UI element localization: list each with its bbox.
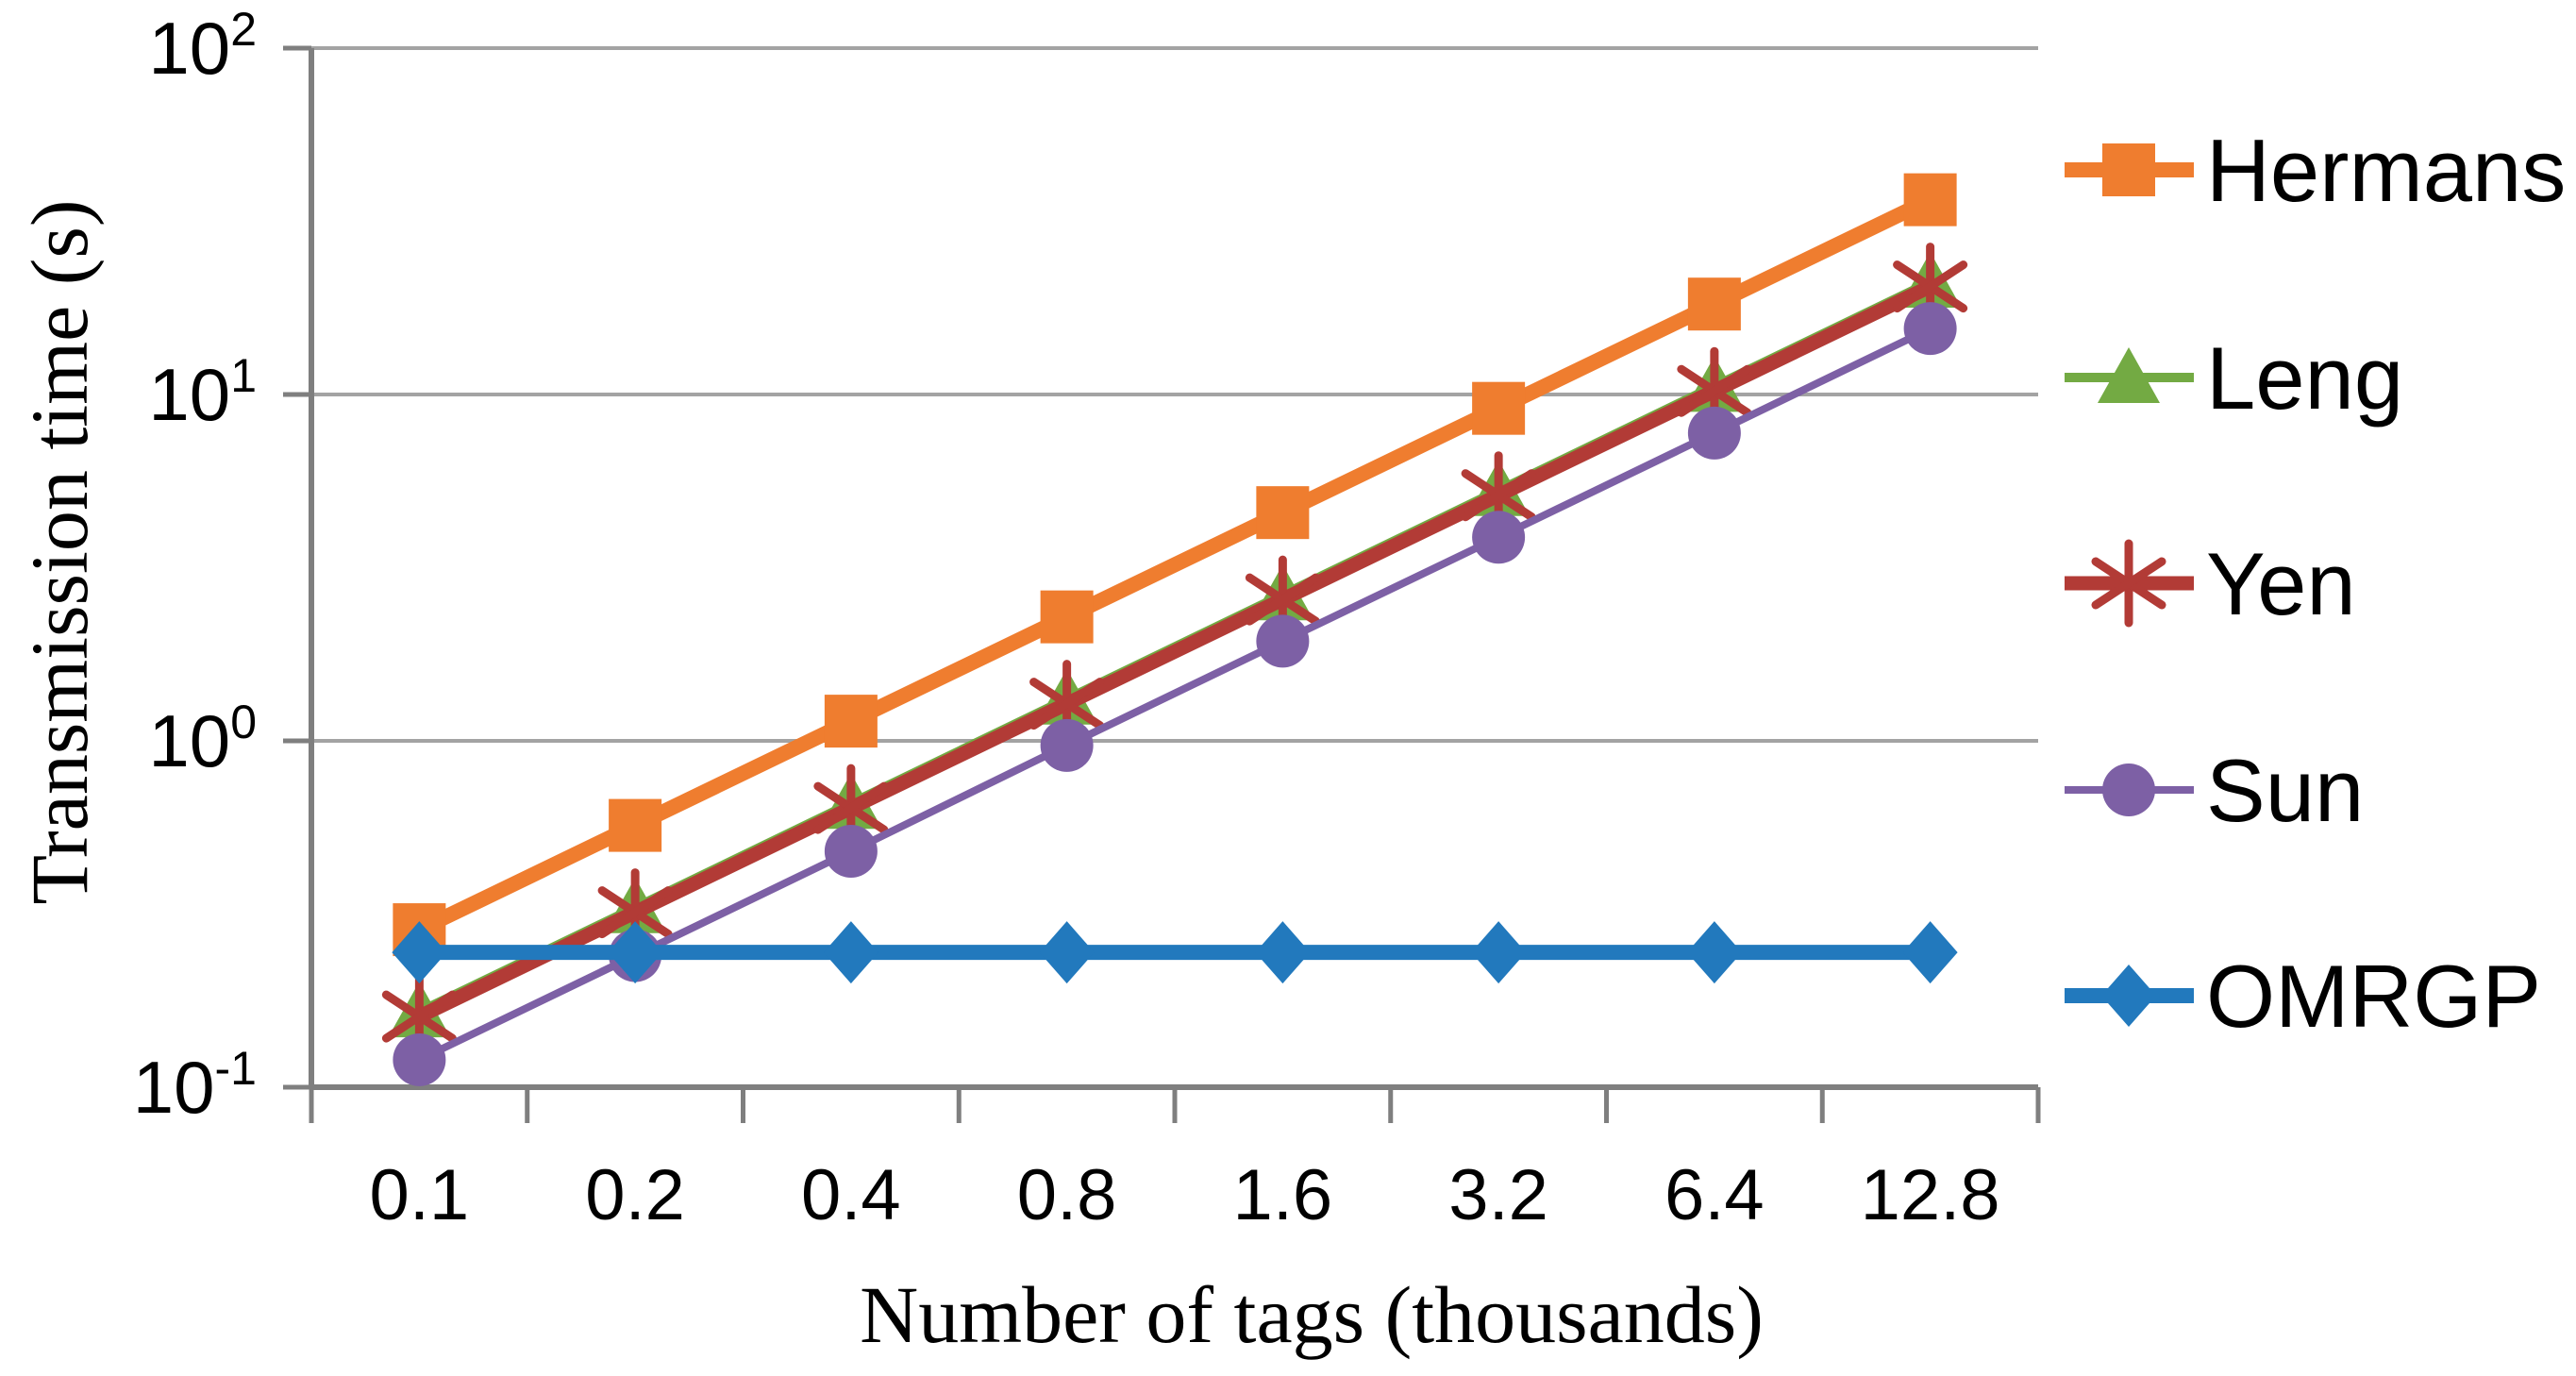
- legend-label-Hermans: Hermans: [2206, 121, 2566, 220]
- marker-OMRGP-1.6: [1255, 921, 1311, 984]
- marker-Hermans-6.4: [1687, 277, 1741, 331]
- legend-label-Yen: Yen: [2206, 534, 2356, 633]
- legend-item-Sun: Sun: [2065, 741, 2364, 840]
- y-tick-label-10^0: 100: [148, 696, 257, 782]
- legend-marker-OMRGP: [2101, 965, 2156, 1027]
- legend-label-OMRGP: OMRGP: [2206, 947, 2541, 1046]
- x-tick-label-0.1: 0.1: [370, 1155, 470, 1235]
- marker-Hermans-0.8: [1040, 590, 1094, 644]
- legend-item-Yen: Yen: [2065, 534, 2356, 633]
- marker-OMRGP-6.4: [1686, 921, 1742, 984]
- legend-marker-Sun: [2102, 764, 2155, 816]
- x-tick-label-0.4: 0.4: [801, 1155, 901, 1235]
- legend-item-OMRGP: OMRGP: [2065, 947, 2541, 1046]
- marker-OMRGP-0.4: [823, 921, 878, 984]
- legend-marker-Hermans: [2102, 143, 2155, 196]
- marker-OMRGP-0.2: [608, 921, 663, 984]
- marker-OMRGP-0.8: [1039, 921, 1095, 984]
- marker-OMRGP-12.8: [1902, 921, 1958, 984]
- marker-Sun-0.1: [393, 1032, 446, 1086]
- x-tick-label-12.8: 12.8: [1861, 1155, 2000, 1235]
- y-tick-labels: 102 101 100 10-1: [133, 3, 257, 1129]
- marker-Sun-0.4: [824, 824, 878, 878]
- marker-Hermans-3.2: [1472, 381, 1526, 435]
- marker-OMRGP-3.2: [1471, 921, 1527, 984]
- legend: Hermans Leng Yen Sun OMRGP: [2065, 121, 2566, 1046]
- marker-Hermans-1.6: [1256, 486, 1310, 540]
- marker-Sun-3.2: [1472, 511, 1526, 564]
- y-tick-label-10^-1: 10-1: [133, 1042, 257, 1129]
- x-tick-label-3.2: 3.2: [1448, 1155, 1548, 1235]
- y-tick-label-10^2: 102: [148, 3, 257, 90]
- marker-Sun-1.6: [1256, 614, 1310, 668]
- legend-label-Sun: Sun: [2206, 741, 2364, 840]
- x-tick-label-6.4: 6.4: [1664, 1155, 1765, 1235]
- y-axis-title: Transmission time (s): [14, 200, 105, 905]
- x-tick-label-0.8: 0.8: [1017, 1155, 1117, 1235]
- x-tick-labels: 0.1 0.2 0.4 0.8 1.6 3.2 6.4 12.8: [370, 1155, 2000, 1235]
- marker-OMRGP-0.1: [392, 921, 447, 984]
- y-tick-label-10^1: 101: [148, 349, 257, 436]
- series-line-Sun: [417, 325, 1932, 1064]
- x-axis-title: Number of tags (thousands): [860, 1269, 1764, 1360]
- marker-Hermans-12.8: [1903, 173, 1957, 227]
- legend-marker-Yen: [2091, 539, 2166, 628]
- x-tick-label-0.2: 0.2: [585, 1155, 685, 1235]
- legend-item-Hermans: Hermans: [2065, 121, 2566, 220]
- legend-label-Leng: Leng: [2206, 328, 2403, 428]
- marker-Sun-12.8: [1903, 302, 1957, 356]
- axes: [283, 45, 2041, 1123]
- marker-Hermans-0.2: [609, 798, 662, 852]
- marker-Sun-6.4: [1687, 406, 1741, 460]
- marker-Sun-0.8: [1040, 718, 1094, 772]
- x-tick-label-1.6: 1.6: [1233, 1155, 1333, 1235]
- marker-Hermans-0.4: [824, 695, 878, 748]
- series-line-Yen: [416, 279, 1933, 1023]
- series-line-Hermans: [415, 193, 1934, 937]
- legend-item-Leng: Leng: [2065, 328, 2403, 428]
- legend-marker-Leng: [2098, 347, 2160, 403]
- series-lines: [381, 173, 1968, 1086]
